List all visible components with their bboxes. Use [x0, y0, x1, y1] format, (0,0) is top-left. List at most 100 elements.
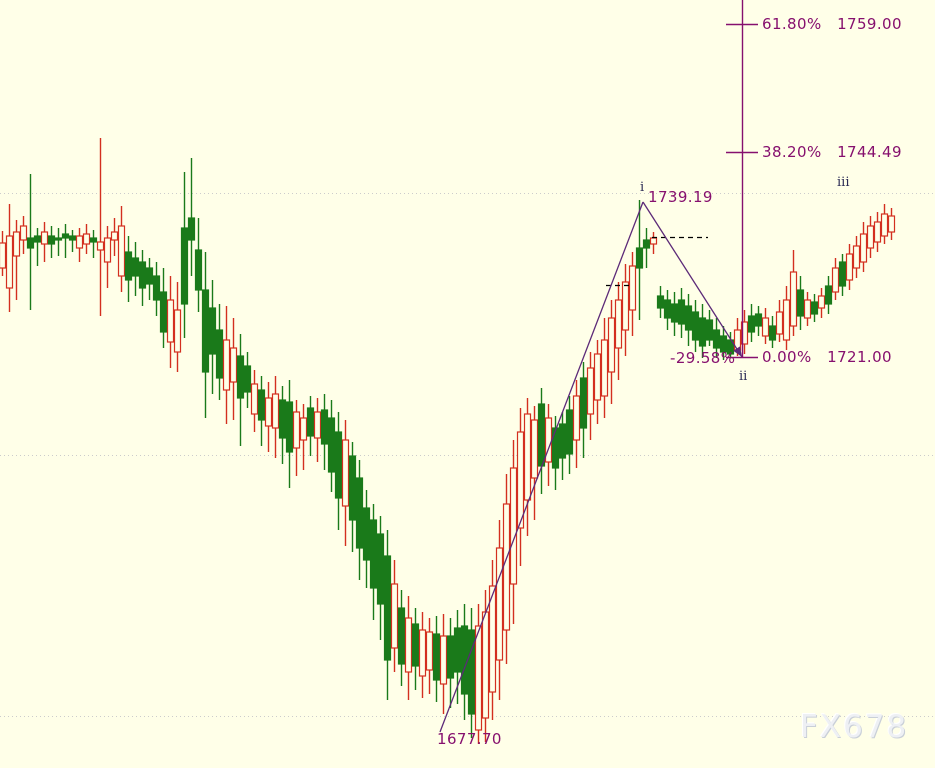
candlestick — [775, 300, 784, 342]
candlestick — [26, 174, 35, 310]
candlestick — [495, 520, 504, 700]
candlestick — [124, 236, 133, 302]
candlestick — [474, 604, 483, 744]
candlestick — [698, 304, 707, 358]
candle-body — [215, 329, 224, 379]
candle-body — [719, 335, 728, 353]
candle-body — [747, 315, 756, 333]
candlestick — [593, 340, 602, 424]
fibonacci-retracement-tool[interactable] — [726, 0, 758, 359]
candle-body — [516, 431, 525, 529]
candle-body — [166, 299, 175, 343]
candle-body — [649, 237, 658, 245]
wave-label-i: i — [640, 180, 645, 195]
candlestick — [782, 286, 791, 350]
candlestick — [411, 608, 420, 690]
candlestick — [516, 408, 525, 566]
candle-body — [306, 407, 315, 437]
candlestick — [180, 172, 189, 338]
candlestick — [432, 616, 441, 702]
candlestick — [327, 400, 336, 492]
candlestick — [222, 306, 231, 424]
candle-body — [698, 317, 707, 347]
candlestick — [768, 316, 777, 348]
candle-body — [852, 245, 861, 269]
candlestick — [236, 334, 245, 446]
candle-body — [782, 299, 791, 341]
candlestick — [838, 254, 847, 296]
candle-body — [257, 389, 266, 421]
candlestick — [670, 292, 679, 336]
candlestick — [691, 300, 700, 352]
candlestick — [47, 226, 56, 258]
candle-body — [530, 419, 539, 479]
candle-body — [390, 583, 399, 649]
candlestick — [873, 212, 882, 252]
candle-body — [635, 247, 644, 269]
candlestick — [243, 352, 252, 408]
candlestick — [208, 280, 217, 394]
candle-body — [33, 235, 42, 243]
candlestick — [299, 404, 308, 470]
candle-body — [180, 227, 189, 305]
candle-body — [68, 235, 77, 241]
candlestick — [40, 222, 49, 262]
candlestick — [740, 310, 749, 354]
candlestick — [173, 282, 182, 372]
candle-body — [474, 625, 483, 731]
candlestick — [292, 400, 301, 476]
candlestick — [397, 590, 406, 686]
candle-body — [383, 555, 392, 661]
candlestick — [439, 614, 448, 714]
candlestick — [859, 222, 868, 272]
candle-body — [628, 265, 637, 311]
candle-body — [5, 235, 14, 289]
trendline-segment[interactable] — [439, 201, 644, 733]
candle-body — [19, 225, 28, 241]
candle-body — [670, 303, 679, 323]
candle-body — [488, 585, 497, 693]
candle-body — [334, 431, 343, 499]
candle-body — [110, 231, 119, 241]
candlestick — [110, 218, 119, 256]
candlestick — [453, 610, 462, 704]
candlestick — [558, 412, 567, 480]
candle-body — [404, 617, 413, 673]
candlestick — [54, 228, 63, 256]
candle-body — [593, 353, 602, 401]
candlestick — [467, 608, 476, 738]
candle-body — [292, 411, 301, 449]
candlestick — [530, 406, 539, 520]
candlestick — [796, 276, 805, 330]
candlestick — [5, 204, 14, 312]
candlestick — [285, 380, 294, 488]
fib-level-label-000: 0.00% 1721.00 — [762, 348, 892, 366]
candlestick — [747, 304, 756, 342]
trendline-segment[interactable] — [642, 201, 743, 358]
candlestick — [362, 490, 371, 588]
candle-body — [348, 455, 357, 521]
candlestick — [635, 200, 644, 320]
candlestick — [565, 396, 574, 474]
candlestick — [677, 288, 686, 338]
candlestick — [152, 262, 161, 316]
candle-body — [411, 623, 420, 667]
candlestick — [82, 224, 91, 254]
elliott-wave-trendlines — [439, 201, 743, 733]
candle-body — [579, 377, 588, 429]
candlestick — [19, 216, 28, 254]
candle-body — [796, 289, 805, 317]
candlestick — [600, 318, 609, 418]
candle-body — [803, 299, 812, 319]
candlestick — [33, 228, 42, 266]
candlestick — [887, 208, 896, 240]
candle-body — [586, 367, 595, 415]
candle-body — [614, 299, 623, 349]
candle-body — [607, 317, 616, 373]
candlestick — [264, 382, 273, 452]
candlestick — [369, 504, 378, 620]
candle-body — [838, 261, 847, 287]
candlestick — [719, 326, 728, 360]
candlestick — [586, 352, 595, 440]
candle-body — [187, 217, 196, 241]
